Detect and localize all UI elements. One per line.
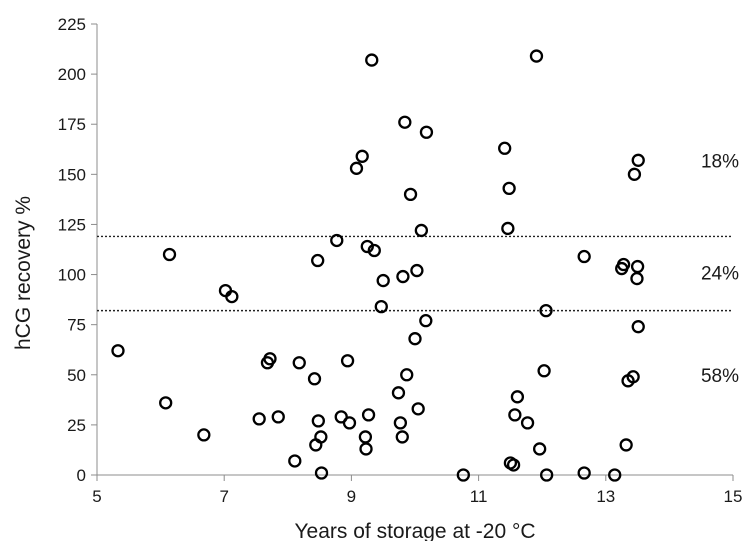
data-point	[626, 370, 640, 384]
y-axis-title: hCG recovery %	[12, 196, 35, 350]
reference-lines	[97, 235, 733, 312]
data-point	[162, 247, 177, 262]
x-tick-label: 5	[92, 487, 101, 506]
data-point	[330, 233, 344, 248]
data-point	[361, 408, 376, 422]
data-point	[358, 430, 373, 444]
y-tick-label: 175	[58, 115, 86, 134]
data-point	[197, 428, 211, 442]
x-tick-label: 11	[470, 487, 488, 506]
y-tick-label: 100	[58, 266, 86, 285]
data-point	[252, 412, 266, 426]
x-tick-label: 15	[724, 487, 743, 506]
band-percentage-label: 24%	[701, 264, 739, 285]
data-point	[376, 273, 390, 288]
y-tick-label: 125	[58, 215, 86, 234]
x-tick-label: 7	[219, 487, 228, 506]
data-point	[367, 243, 381, 258]
data-point	[619, 438, 633, 452]
data-point	[395, 430, 409, 444]
data-point	[408, 332, 422, 346]
data-point	[271, 410, 285, 424]
y-tick-label: 0	[77, 466, 86, 485]
data-point	[288, 454, 302, 468]
data-point	[533, 442, 547, 456]
data-point	[510, 390, 525, 404]
data-point	[631, 320, 645, 334]
data-point	[410, 263, 424, 278]
data-point	[537, 364, 551, 378]
data-point	[498, 141, 512, 155]
data-point	[398, 115, 412, 129]
data-point	[520, 416, 535, 430]
data-point	[355, 149, 369, 163]
data-point	[502, 181, 516, 196]
axes	[96, 24, 733, 476]
band-labels: 18% 24% 58%	[701, 151, 739, 386]
y-tick-label: 25	[67, 416, 86, 435]
data-point	[411, 402, 425, 416]
data-point	[311, 253, 325, 268]
data-point	[456, 468, 470, 482]
data-point	[403, 187, 418, 202]
data-point	[631, 153, 645, 167]
x-axis-ticks: 5 7 9 11 13 15	[92, 475, 742, 506]
data-point	[506, 458, 521, 472]
data-point	[630, 271, 644, 286]
data-point	[393, 416, 408, 430]
y-axis-ticks: 0 25 50 75 100 125 150 175 200 225	[58, 15, 97, 485]
x-tick-label: 9	[347, 487, 356, 506]
data-point	[340, 354, 355, 368]
data-point	[419, 125, 434, 139]
data-point	[627, 167, 642, 181]
y-tick-label: 75	[67, 316, 86, 335]
data-point	[349, 161, 364, 175]
x-tick-label: 13	[596, 487, 615, 506]
y-tick-label: 150	[58, 165, 86, 184]
data-point	[342, 416, 357, 430]
data-point	[111, 344, 125, 358]
data-point	[630, 259, 645, 274]
x-axis-title: Years of storage at -20 °C	[294, 520, 535, 541]
band-percentage-label: 18%	[701, 151, 739, 172]
y-tick-label: 200	[58, 65, 86, 84]
data-point	[616, 257, 631, 272]
data-point	[539, 303, 553, 318]
data-point	[419, 314, 433, 328]
data-point	[365, 53, 379, 67]
data-point	[508, 408, 522, 422]
y-tick-label: 225	[58, 15, 86, 34]
data-point	[400, 368, 414, 382]
data-point	[263, 352, 277, 366]
data-point	[359, 442, 373, 456]
data-point	[577, 466, 591, 480]
data-point	[529, 49, 544, 63]
data-point	[159, 396, 173, 410]
data-point	[307, 372, 322, 386]
data-point	[577, 249, 591, 264]
data-point	[608, 468, 622, 482]
data-point	[311, 414, 325, 428]
data-point	[501, 221, 515, 236]
data-point	[225, 289, 239, 304]
data-point	[314, 430, 328, 444]
data-point	[540, 468, 554, 482]
y-tick-label: 50	[67, 366, 86, 385]
band-percentage-label: 58%	[701, 366, 739, 387]
data-point	[414, 223, 429, 238]
data-point	[292, 356, 306, 370]
data-point	[374, 299, 388, 314]
data-point	[360, 239, 374, 254]
data-point	[396, 269, 410, 284]
data-point	[314, 466, 329, 480]
data-point	[391, 386, 406, 400]
data-points	[111, 49, 645, 482]
